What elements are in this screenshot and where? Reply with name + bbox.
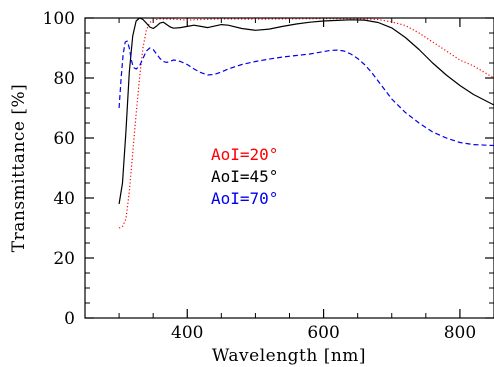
x-tick-label: 600 bbox=[307, 323, 339, 343]
series-line-2 bbox=[118, 17, 494, 205]
plot-frame bbox=[84, 17, 494, 319]
y-tick-label: 40 bbox=[53, 189, 75, 209]
legend-entry-3: AoI=70° bbox=[211, 189, 278, 208]
legend-entry-1: AoI=20° bbox=[211, 145, 278, 164]
x-axis-label: Wavelength [nm] bbox=[212, 346, 366, 366]
plot-series bbox=[118, 17, 494, 229]
y-tick-label: 80 bbox=[53, 69, 75, 89]
x-tick-label: 400 bbox=[171, 323, 203, 343]
y-tick-label: 60 bbox=[53, 129, 75, 149]
series-line-1 bbox=[118, 18, 494, 229]
tick-labels: 400 600 800 0 20 40 60 80 100 bbox=[43, 9, 477, 343]
y-tick-label: 20 bbox=[53, 249, 75, 269]
legend: AoI=20° AoI=45° AoI=70° bbox=[211, 145, 278, 208]
y-axis-label: Transmittance [%] bbox=[9, 84, 29, 252]
x-tick-label: 800 bbox=[444, 323, 476, 343]
y-tick-label: 100 bbox=[43, 9, 75, 29]
legend-entry-2: AoI=45° bbox=[211, 167, 278, 186]
series-line-3 bbox=[118, 40, 494, 147]
y-tick-label: 0 bbox=[64, 309, 75, 329]
